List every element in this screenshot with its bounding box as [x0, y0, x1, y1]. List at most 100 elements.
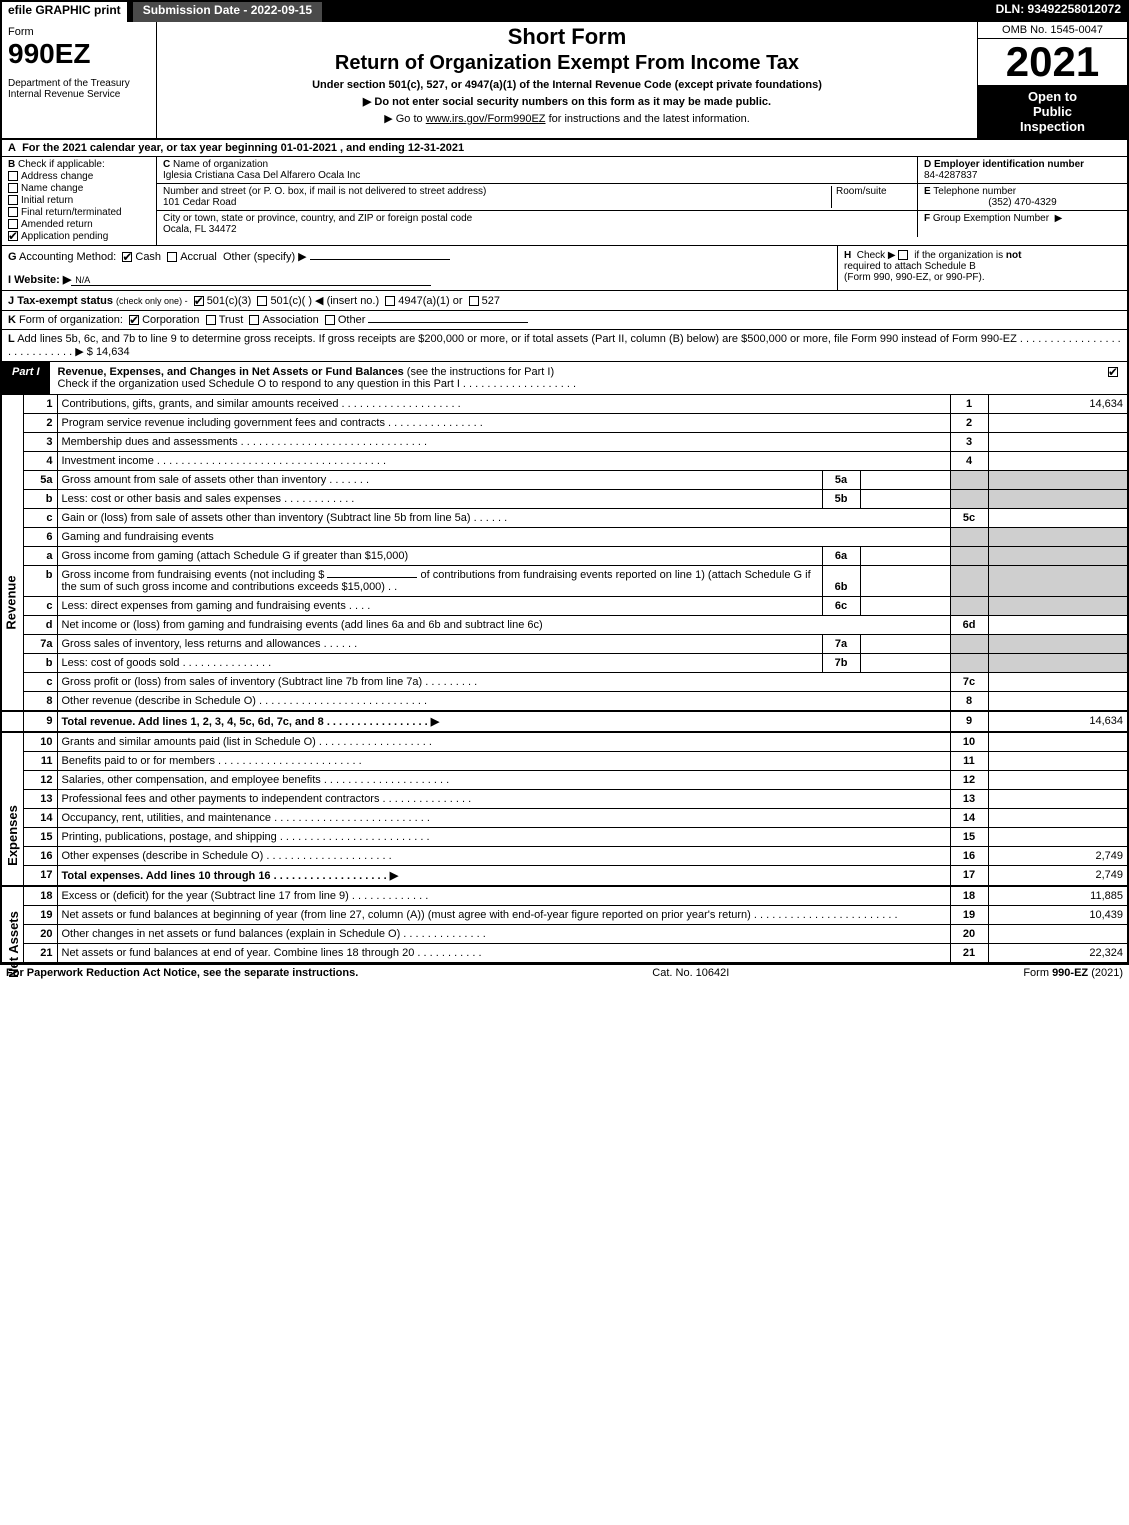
line-6b-num: b — [23, 566, 57, 597]
line-4: 4Investment income . . . . . . . . . . .… — [1, 452, 1128, 471]
line-7a-in: 7a — [822, 635, 860, 654]
ein-label: Employer identification number — [934, 159, 1084, 170]
lbl-501c3: 501(c)(3) — [207, 295, 252, 307]
chk-application-pending[interactable]: Application pending — [8, 231, 150, 242]
line-11-amt — [988, 752, 1128, 771]
line-1-desc: Contributions, gifts, grants, and simila… — [57, 395, 950, 414]
city-label: City or town, state or province, country… — [163, 213, 472, 224]
line-19-num: 19 — [23, 906, 57, 925]
irs-link[interactable]: www.irs.gov/Form990EZ — [426, 113, 546, 125]
line-9-num: 9 — [23, 711, 57, 732]
line-9-desc: Total revenue. Add lines 1, 2, 3, 4, 5c,… — [57, 711, 950, 732]
line-5b: bLess: cost or other basis and sales exp… — [1, 490, 1128, 509]
line-6d: dNet income or (loss) from gaming and fu… — [1, 616, 1128, 635]
line-6a-ln — [950, 547, 988, 566]
line-6d-desc: Net income or (loss) from gaming and fun… — [57, 616, 950, 635]
line-14-desc: Occupancy, rent, utilities, and maintena… — [57, 809, 950, 828]
h-text3: required to attach Schedule B — [844, 261, 976, 272]
row-l-gross-receipts: L Add lines 5b, 6c, and 7b to line 9 to … — [0, 330, 1129, 362]
chk-accrual[interactable] — [167, 252, 177, 262]
chk-schedule-o[interactable] — [1108, 367, 1118, 377]
line-10-desc: Grants and similar amounts paid (list in… — [57, 732, 950, 752]
chk-association[interactable] — [249, 315, 259, 325]
lbl-other-org: Other — [338, 314, 366, 326]
chk-address-change[interactable]: Address change — [8, 171, 150, 182]
chk-corporation[interactable] — [129, 315, 139, 325]
line-12-ln: 12 — [950, 771, 988, 790]
line-10-ln: 10 — [950, 732, 988, 752]
line-3-amt — [988, 433, 1128, 452]
line-5a-ln — [950, 471, 988, 490]
subtitle-section: Under section 501(c), 527, or 4947(a)(1)… — [165, 79, 969, 91]
chk-other-org[interactable] — [325, 315, 335, 325]
street-label: Number and street (or P. O. box, if mail… — [163, 186, 486, 197]
accounting-method-label: Accounting Method: — [19, 251, 116, 263]
line-7a-ln — [950, 635, 988, 654]
line-21-amt: 22,324 — [988, 944, 1128, 963]
line-20-amt — [988, 925, 1128, 944]
label-j: J — [8, 295, 14, 307]
line-19-desc: Net assets or fund balances at beginning… — [57, 906, 950, 925]
line-5b-in: 5b — [822, 490, 860, 509]
line-2-num: 2 — [23, 414, 57, 433]
line-5a: 5aGross amount from sale of assets other… — [1, 471, 1128, 490]
chk-not-required[interactable] — [898, 250, 908, 260]
chk-527[interactable] — [469, 296, 479, 306]
submission-date: Submission Date - 2022-09-15 — [131, 0, 324, 22]
chk-final-return[interactable]: Final return/terminated — [8, 207, 150, 218]
lbl-other-specify: Other (specify) ▶ — [223, 251, 307, 263]
label-d: D — [924, 159, 931, 170]
chk-cash[interactable] — [122, 252, 132, 262]
line-6-desc: Gaming and fundraising events — [57, 528, 950, 547]
line-6b-blank[interactable] — [327, 577, 417, 578]
line-4-desc: Investment income . . . . . . . . . . . … — [57, 452, 950, 471]
cell-d-ein: D Employer identification number 84-4287… — [917, 157, 1127, 183]
chk-trust[interactable] — [206, 315, 216, 325]
chk-501c3[interactable] — [194, 296, 204, 306]
line-3: 3Membership dues and assessments . . . .… — [1, 433, 1128, 452]
line-7b-desc: Less: cost of goods sold . . . . . . . .… — [57, 654, 822, 673]
chk-amended-return[interactable]: Amended return — [8, 219, 150, 230]
line-21: 21Net assets or fund balances at end of … — [1, 944, 1128, 963]
line-15: 15Printing, publications, postage, and s… — [1, 828, 1128, 847]
chk-initial-return[interactable]: Initial return — [8, 195, 150, 206]
line-20-desc: Other changes in net assets or fund bala… — [57, 925, 950, 944]
chk-name-change[interactable]: Name change — [8, 183, 150, 194]
line-6-amt — [988, 528, 1128, 547]
line-18: Net Assets 18Excess or (deficit) for the… — [1, 886, 1128, 906]
lbl-association: Association — [262, 314, 318, 326]
efile-print-label[interactable]: efile GRAPHIC print — [0, 0, 129, 22]
line-5a-inval — [860, 471, 950, 490]
chk-501c[interactable] — [257, 296, 267, 306]
line-7c-amt — [988, 673, 1128, 692]
line-18-num: 18 — [23, 886, 57, 906]
label-a: A — [8, 142, 16, 154]
line-6c-inval — [860, 597, 950, 616]
lbl-trust: Trust — [219, 314, 244, 326]
line-17-amt: 2,749 — [988, 866, 1128, 887]
line-5b-num: b — [23, 490, 57, 509]
line-7a-num: 7a — [23, 635, 57, 654]
lbl-cash: Cash — [135, 251, 161, 263]
line-4-amt — [988, 452, 1128, 471]
line-17-num: 17 — [23, 866, 57, 887]
line-13-amt — [988, 790, 1128, 809]
other-specify-input[interactable] — [310, 259, 450, 260]
line-12-num: 12 — [23, 771, 57, 790]
org-name-value: Iglesia Cristiana Casa Del Alfarero Ocal… — [163, 170, 360, 181]
line-3-num: 3 — [23, 433, 57, 452]
gross-receipts-text: Add lines 5b, 6c, and 7b to line 9 to de… — [8, 333, 1121, 358]
line-7c-desc: Gross profit or (loss) from sales of inv… — [57, 673, 950, 692]
other-org-input[interactable] — [368, 322, 528, 323]
line-6a-desc: Gross income from gaming (attach Schedul… — [57, 547, 822, 566]
chk-4947[interactable] — [385, 296, 395, 306]
line-8-desc: Other revenue (describe in Schedule O) .… — [57, 692, 950, 712]
inspect-line3: Inspection — [982, 119, 1123, 134]
label-b: B — [8, 159, 15, 170]
line-19-amt: 10,439 — [988, 906, 1128, 925]
line-5c-num: c — [23, 509, 57, 528]
side-label-revenue: Revenue — [1, 395, 23, 711]
lbl-4947: 4947(a)(1) or — [398, 295, 462, 307]
dln-number: DLN: 93492258012072 — [988, 0, 1129, 22]
line-14-amt — [988, 809, 1128, 828]
